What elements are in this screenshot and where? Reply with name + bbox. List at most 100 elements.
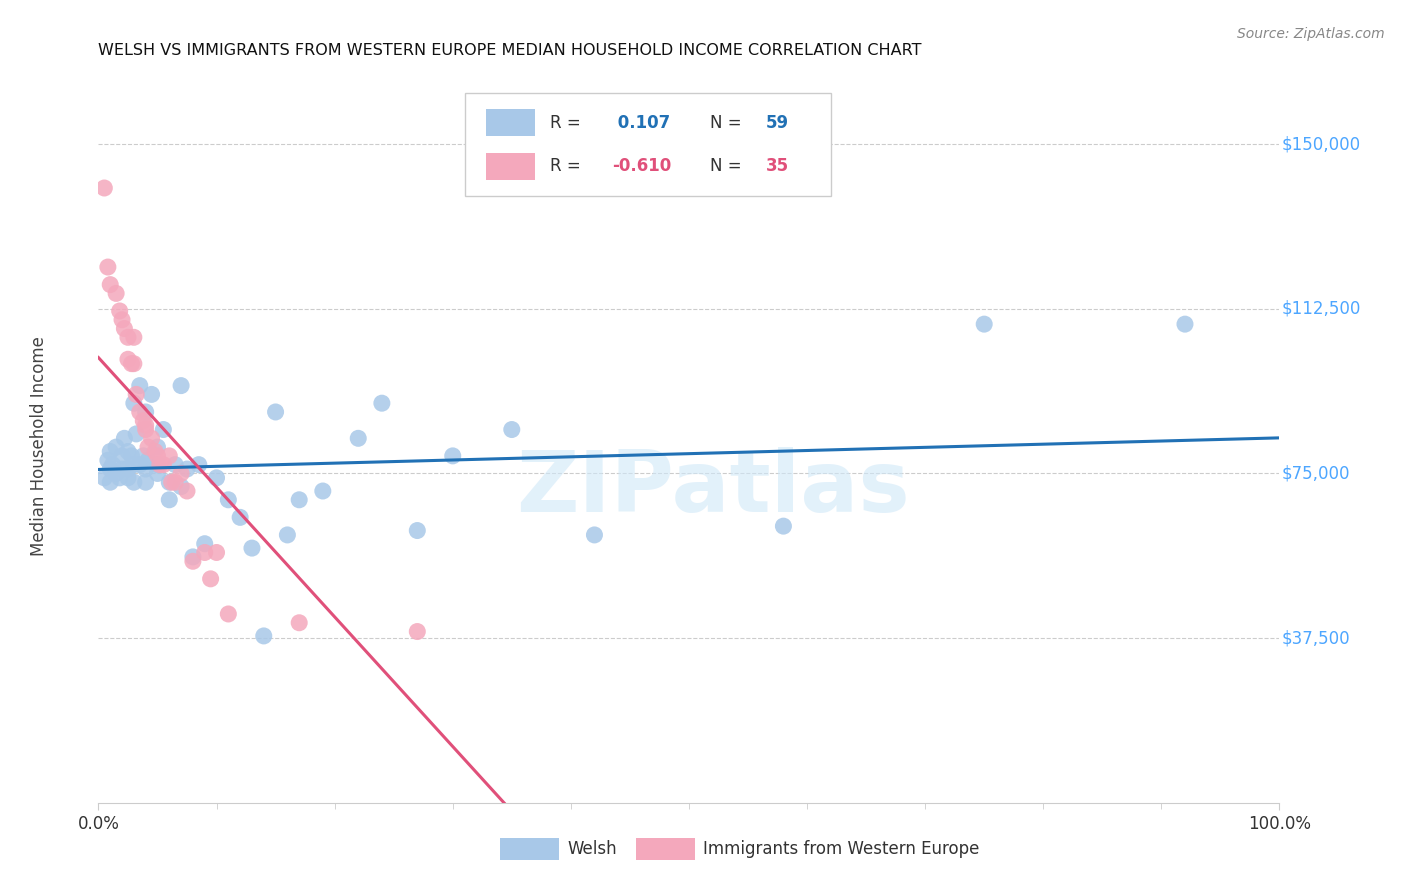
Point	[108, 304, 131, 318]
Point	[1174, 317, 1197, 331]
Text: N =: N =	[710, 114, 747, 132]
Point	[146, 458, 169, 472]
Point	[276, 528, 298, 542]
Point	[128, 458, 150, 472]
Text: ZIPatlas: ZIPatlas	[516, 447, 910, 531]
Point	[108, 471, 131, 485]
Text: R =: R =	[550, 114, 585, 132]
Point	[132, 449, 155, 463]
Point	[141, 431, 163, 445]
Point	[165, 458, 187, 472]
Point	[111, 312, 134, 326]
Point	[125, 426, 148, 441]
Point	[253, 629, 276, 643]
Text: R =: R =	[550, 157, 585, 175]
Point	[170, 480, 193, 494]
Point	[772, 519, 794, 533]
Point	[152, 458, 174, 472]
Point	[187, 458, 209, 472]
Point	[121, 357, 143, 371]
Text: 35: 35	[766, 157, 789, 175]
FancyBboxPatch shape	[464, 93, 831, 196]
Point	[128, 378, 150, 392]
Point	[229, 510, 252, 524]
Point	[973, 317, 995, 331]
Point	[136, 453, 159, 467]
Point	[146, 440, 169, 454]
Point	[93, 181, 115, 195]
Point	[98, 444, 121, 458]
FancyBboxPatch shape	[486, 109, 536, 136]
Point	[146, 449, 169, 463]
Point	[194, 545, 217, 559]
Text: $112,500: $112,500	[1282, 300, 1361, 318]
Point	[122, 458, 145, 472]
Point	[200, 572, 222, 586]
Text: Immigrants from Western Europe: Immigrants from Western Europe	[703, 840, 980, 858]
Point	[288, 492, 311, 507]
Point	[165, 475, 187, 490]
Point	[122, 475, 145, 490]
Point	[441, 449, 464, 463]
Point	[160, 475, 183, 490]
Point	[501, 423, 523, 437]
Point	[105, 286, 128, 301]
Point	[117, 471, 139, 485]
Text: $37,500: $37,500	[1282, 629, 1350, 647]
Text: $150,000: $150,000	[1282, 135, 1361, 153]
FancyBboxPatch shape	[501, 838, 560, 860]
Point	[112, 321, 135, 335]
Point	[135, 462, 157, 476]
Point	[122, 330, 145, 344]
Text: WELSH VS IMMIGRANTS FROM WESTERN EUROPE MEDIAN HOUSEHOLD INCOME CORRELATION CHAR: WELSH VS IMMIGRANTS FROM WESTERN EUROPE …	[98, 43, 922, 58]
Point	[97, 260, 120, 274]
Point	[176, 462, 198, 476]
Point	[117, 352, 139, 367]
Point	[205, 471, 228, 485]
Point	[217, 607, 239, 621]
Text: $75,000: $75,000	[1282, 465, 1350, 483]
Point	[105, 440, 128, 454]
Point	[194, 537, 217, 551]
Point	[117, 330, 139, 344]
Text: Source: ZipAtlas.com: Source: ZipAtlas.com	[1237, 27, 1385, 41]
Point	[143, 444, 166, 458]
Text: 0.107: 0.107	[612, 114, 671, 132]
FancyBboxPatch shape	[636, 838, 695, 860]
Point	[117, 462, 139, 476]
Text: -0.610: -0.610	[612, 157, 672, 175]
Point	[406, 524, 429, 538]
Point	[288, 615, 311, 630]
Point	[217, 492, 239, 507]
FancyBboxPatch shape	[486, 153, 536, 180]
Point	[157, 449, 180, 463]
Point	[132, 414, 155, 428]
Text: Median Household Income: Median Household Income	[31, 336, 48, 556]
Point	[98, 475, 121, 490]
Point	[152, 423, 174, 437]
Point	[111, 449, 134, 463]
Point	[170, 378, 193, 392]
Point	[135, 423, 157, 437]
Point	[181, 554, 204, 568]
Point	[98, 277, 121, 292]
Point	[125, 387, 148, 401]
Point	[312, 483, 335, 498]
Point	[112, 431, 135, 445]
Point	[583, 528, 606, 542]
Point	[141, 387, 163, 401]
Point	[105, 467, 128, 481]
Point	[176, 483, 198, 498]
Point	[181, 549, 204, 564]
Point	[157, 475, 180, 490]
Point	[146, 467, 169, 481]
Point	[264, 405, 287, 419]
Point	[122, 357, 145, 371]
Point	[117, 444, 139, 458]
Point	[347, 431, 370, 445]
Point	[111, 462, 134, 476]
Text: N =: N =	[710, 157, 747, 175]
Point	[240, 541, 263, 555]
Point	[97, 453, 120, 467]
Point	[205, 545, 228, 559]
